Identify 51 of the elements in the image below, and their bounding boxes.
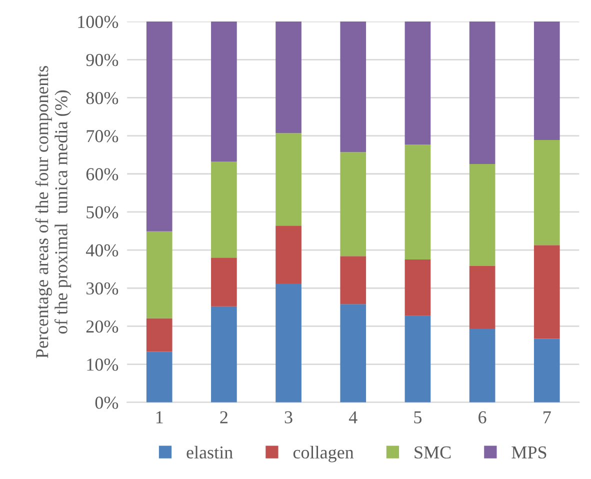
bar (534, 22, 560, 140)
y-tick-label: 80% (86, 92, 118, 104)
y-tick-label: 20% (86, 320, 118, 333)
bar (146, 318, 172, 352)
bar (534, 338, 560, 402)
x-tick-label: 2 (220, 411, 228, 424)
bar (276, 226, 302, 284)
bar (340, 256, 366, 304)
bar (340, 152, 366, 256)
legend-label: collagen (293, 446, 354, 462)
legend-label: MPS (512, 446, 546, 459)
bar (404, 144, 431, 260)
y-tick-label: 40% (86, 244, 118, 257)
bar (534, 245, 560, 339)
bar (534, 140, 560, 246)
bar (276, 284, 302, 402)
y-tick-label: 100% (78, 16, 118, 28)
bar (211, 258, 237, 306)
y-tick-label: 70% (86, 130, 118, 142)
y-tick-label: 0% (95, 396, 118, 409)
x-tick-label: 3 (284, 411, 292, 424)
bar (469, 164, 496, 266)
y-tick-label: 10% (87, 358, 118, 371)
x-tick-label: 4 (348, 411, 358, 424)
bar (469, 22, 496, 164)
bar (211, 306, 237, 402)
bar (340, 22, 366, 152)
legend-label: elastin (186, 446, 233, 459)
y-axis-title: Percentage areas of the four components of the proximal tunica media (%) (35, 66, 72, 358)
bar (469, 266, 496, 328)
x-tick-label: 5 (414, 411, 422, 424)
legend-label: SMC (414, 446, 451, 459)
bar (146, 231, 172, 318)
bar (146, 22, 172, 232)
y-tick-label: 50% (86, 206, 118, 218)
x-tick-label: 7 (544, 411, 551, 424)
y-tick-label: 30% (86, 282, 118, 295)
bar (469, 328, 496, 402)
bar (276, 133, 302, 226)
bar (211, 22, 237, 162)
y-tick-label: 60% (86, 168, 118, 180)
bar (276, 22, 302, 134)
bar (404, 260, 431, 316)
bar (340, 304, 366, 402)
bar (146, 352, 172, 402)
x-tick-label: 1 (156, 411, 163, 424)
bar (211, 162, 237, 258)
y-tick-label: 90% (86, 54, 118, 66)
bar (404, 316, 431, 402)
bar (404, 22, 431, 145)
x-tick-label: 6 (478, 411, 486, 424)
